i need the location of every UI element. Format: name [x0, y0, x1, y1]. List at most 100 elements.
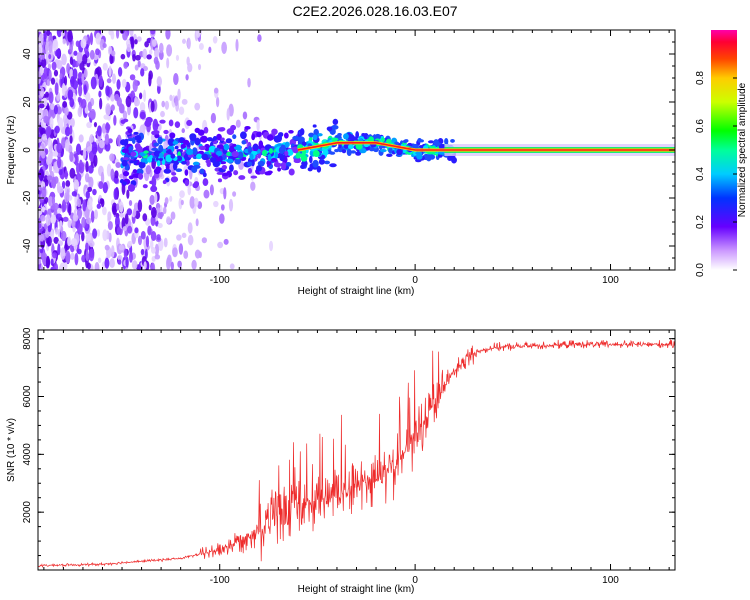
spectrogram-noise-blob [78, 162, 85, 174]
spectrogram-energy-blob [151, 147, 159, 151]
spectrogram-noise-blob [164, 197, 169, 205]
spectrogram-noise-blob [64, 126, 71, 137]
spectrogram-energy-blob [247, 145, 252, 154]
spectrogram-energy-blob [244, 125, 251, 130]
spectrogram-noise-blob [41, 206, 46, 213]
spectrogram-energy-blob [210, 157, 217, 163]
spectrogram-noise-blob [72, 68, 78, 81]
spectrogram-noise-blob [82, 148, 87, 160]
spectrogram-noise-blob [68, 203, 72, 216]
spectrogram-noise-blob [81, 98, 87, 109]
spectrogram-noise-blob [217, 241, 224, 249]
spectrogram-energy-blob [156, 160, 161, 167]
spectrogram-energy-blob [277, 167, 282, 172]
spectrogram-noise-blob [40, 91, 45, 97]
spectrogram-noise-blob [92, 188, 97, 196]
spectrogram-noise-blob [53, 262, 59, 270]
spectrogram-noise-blob [57, 243, 61, 256]
spectrogram-noise-blob [195, 218, 199, 227]
spectrogram-noise-blob [43, 115, 49, 124]
spectrogram-energy-blob [283, 132, 289, 139]
spectrogram-energy-blob [284, 141, 290, 148]
spectrogram-noise-blob [144, 248, 148, 260]
spectrogram-noise-blob [87, 176, 92, 183]
spectrogram-noise-blob [98, 181, 104, 190]
spectrogram-energy-blob [447, 154, 454, 160]
spectrogram-noise-blob [210, 112, 217, 124]
spectrogram-energy-blob [186, 119, 193, 127]
spectrogram-energy-blob [386, 138, 392, 144]
spectrogram-noise-blob [110, 31, 115, 40]
spectrogram-noise-blob [150, 231, 157, 242]
spectrogram-energy-blob [332, 118, 339, 125]
spectrogram-energy-blob [180, 143, 187, 149]
spectrogram-noise-blob [257, 34, 262, 43]
spectrogram-energy-blob [210, 138, 215, 142]
spectrogram-energy-blob [232, 134, 237, 140]
spectrogram-energy-blob [161, 158, 166, 165]
spectrogram-noise-blob [50, 258, 54, 266]
spectrogram-noise-blob [69, 135, 73, 144]
spectrogram-noise-blob [77, 96, 82, 103]
spectrogram-energy-blob [184, 179, 190, 187]
spectrogram-energy-blob [128, 145, 134, 151]
colorbar-gradient [711, 30, 737, 270]
spectrogram-noise-blob [51, 61, 57, 71]
spectrogram-noise-blob [96, 125, 102, 137]
spectrogram-noise-blob [113, 188, 118, 200]
colorbar-tick-label: 0.6 [695, 119, 706, 133]
spectrogram-noise-blob [61, 53, 67, 66]
spectrogram-energy-blob [249, 153, 254, 161]
spectrogram-noise-blob [67, 89, 74, 100]
spectrogram-energy-blob [216, 171, 224, 175]
spectrogram-noise-blob [94, 209, 98, 220]
spectrogram-noise-blob [137, 235, 143, 246]
spectrogram-energy-blob [386, 153, 393, 158]
spectrogram-energy-blob [202, 172, 207, 178]
spectrogram-energy-blob [231, 151, 239, 158]
spectrogram-energy-blob [347, 144, 354, 150]
spectrogram-energy-blob [184, 169, 189, 176]
spectrogram-energy-blob [266, 160, 272, 166]
spectrogram-noise-blob [38, 212, 41, 219]
spectrogram-noise-blob [145, 235, 150, 248]
spectrogram-noise-blob [119, 212, 124, 218]
spectrogram-noise-blob [45, 214, 51, 227]
spectrogram-noise-blob [146, 54, 152, 60]
spectrogram-noise-blob [182, 38, 186, 44]
spectrogram-energy-blob [132, 169, 138, 174]
spectrogram-noise-blob [47, 109, 52, 119]
spectrogram-energy-blob [444, 137, 449, 145]
spectrogram-energy-blob [318, 158, 325, 165]
spectrogram-noise-blob [93, 154, 98, 167]
spectrogram-panel: -100 0 100 -40 -20 0 20 40 Height of straight l… [6, 29, 676, 297]
spectrogram-energy-blob [216, 150, 223, 156]
spectrogram-energy-blob [149, 180, 154, 185]
spectrogram-energy-blob [270, 157, 278, 163]
spectrogram-noise-blob [116, 203, 120, 211]
spectrogram-noise-blob [40, 214, 46, 222]
spectrogram-noise-blob [159, 211, 164, 217]
spectrogram-noise-blob [47, 225, 52, 233]
spectrogram-noise-blob [133, 107, 139, 119]
spectrogram-noise-blob [39, 103, 45, 109]
spectrogram-noise-blob [76, 207, 83, 220]
spectrogram-noise-blob [126, 208, 133, 216]
spectrogram-noise-blob [174, 95, 179, 107]
spectrogram-noise-blob [140, 230, 146, 240]
spectrogram-noise-blob [166, 44, 173, 57]
spectrogram-energy-blob [284, 150, 289, 157]
spectrogram-noise-blob [165, 30, 171, 40]
spectrogram-noise-blob [70, 76, 75, 88]
spectrogram-noise-blob [80, 38, 87, 49]
spectrogram-energy-blob [295, 152, 301, 159]
spectrogram-noise-blob [50, 77, 56, 85]
spectrogram-noise-blob [162, 206, 167, 215]
spectrogram-energy-blob [128, 175, 134, 180]
spectrogram-noise-blob [140, 248, 145, 256]
spectrogram-noise-blob [57, 117, 64, 131]
spectrogram-noise-blob [67, 219, 72, 228]
spectrogram-noise-blob [139, 101, 146, 112]
spectrogram-energy-blob [175, 168, 183, 173]
spectrogram-noise-blob [87, 165, 94, 174]
